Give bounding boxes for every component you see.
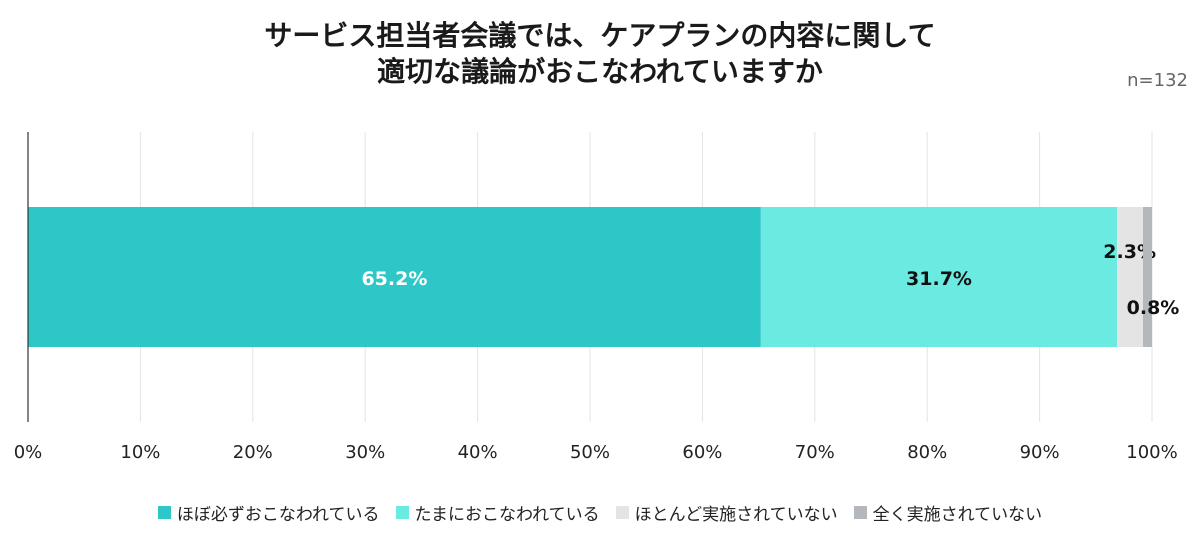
bar-segment (1117, 207, 1144, 347)
legend-item: ほとんど実施されていない (615, 500, 838, 525)
x-tick-label: 100% (1126, 442, 1177, 463)
chart-title-line-1: サービス担当者会議では、ケアプランの内容に関して (264, 19, 936, 52)
legend-label: ほぼ必ずおこなわれている (176, 505, 380, 525)
x-tick-label: 60% (682, 442, 722, 463)
legend-item: たまにおこなわれている (395, 500, 600, 525)
sample-size-label: n=132 (1127, 70, 1188, 91)
x-tick-label: 40% (458, 442, 498, 463)
stacked-bar-chart: 0% 10% 20% 30% 40% 50% 60% 70% 80% 90% 100% 65.2% 31… (14, 132, 1180, 463)
legend-swatch (157, 506, 171, 519)
x-tick-label: 30% (345, 442, 385, 463)
legend-label: たまにおこなわれている (414, 505, 600, 525)
bar-segment (1143, 207, 1152, 347)
legend-swatch (853, 506, 867, 519)
legend-label: ほとんど実施されていない (634, 505, 838, 525)
x-tick-label: 80% (907, 442, 947, 463)
legend-label: 全く実施されていない (872, 505, 1043, 525)
x-tick-label: 20% (233, 442, 273, 463)
x-tick-label: 50% (570, 442, 610, 463)
chart-legend: ほぼ必ずおこなわれている たまにおこなわれている ほとんど実施されていない 全く… (0, 500, 1200, 525)
x-tick-label: 0% (14, 442, 43, 463)
chart-title-line-2: 適切な議論がおこなわれていますか (377, 55, 823, 88)
bar-segment (760, 207, 1118, 347)
bar-segment (28, 207, 761, 347)
legend-item: ほぼ必ずおこなわれている (157, 500, 380, 525)
data-label: 31.7% (906, 268, 972, 290)
legend-item: 全く実施されていない (853, 500, 1043, 525)
x-tick-label: 10% (120, 442, 160, 463)
data-label: 2.3% (1103, 241, 1156, 263)
data-label: 0.8% (1127, 297, 1180, 319)
legend-swatch (395, 506, 409, 519)
x-tick-label: 90% (1020, 442, 1060, 463)
chart-title: サービス担当者会議では、ケアプランの内容に関して 適切な議論がおこなわれています… (0, 18, 1200, 90)
legend-swatch (615, 506, 629, 519)
data-label: 65.2% (361, 268, 427, 290)
x-tick-label: 70% (795, 442, 835, 463)
